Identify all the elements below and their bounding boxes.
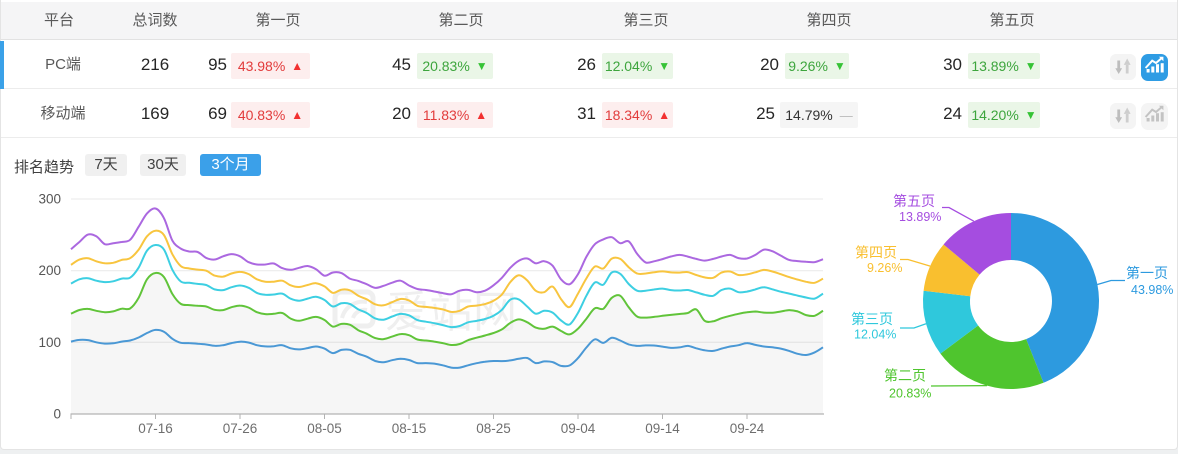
svg-text:09-04: 09-04 — [561, 421, 596, 436]
svg-text:09-14: 09-14 — [645, 421, 680, 436]
svg-text:0: 0 — [53, 407, 61, 422]
svg-text:300: 300 — [38, 192, 61, 207]
svg-text:12.04%: 12.04% — [854, 328, 896, 342]
svg-text:第一页: 第一页 — [1126, 265, 1168, 281]
svg-text:09-24: 09-24 — [730, 421, 765, 436]
svg-text:第五页: 第五页 — [893, 193, 935, 209]
svg-text:07-26: 07-26 — [223, 421, 258, 436]
svg-text:43.98%: 43.98% — [1131, 283, 1173, 297]
svg-text:13.89%: 13.89% — [899, 210, 941, 224]
svg-text:08-25: 08-25 — [476, 421, 511, 436]
svg-text:9.26%: 9.26% — [867, 261, 902, 275]
svg-text:200: 200 — [38, 263, 61, 278]
svg-text:第四页: 第四页 — [855, 245, 897, 261]
svg-text:第三页: 第三页 — [851, 311, 893, 327]
svg-text:07-16: 07-16 — [138, 421, 173, 436]
svg-text:20.83%: 20.83% — [889, 387, 931, 401]
svg-text:08-05: 08-05 — [307, 421, 342, 436]
svg-text:08-15: 08-15 — [392, 421, 427, 436]
svg-text:100: 100 — [38, 335, 61, 350]
svg-text:第二页: 第二页 — [884, 368, 926, 384]
